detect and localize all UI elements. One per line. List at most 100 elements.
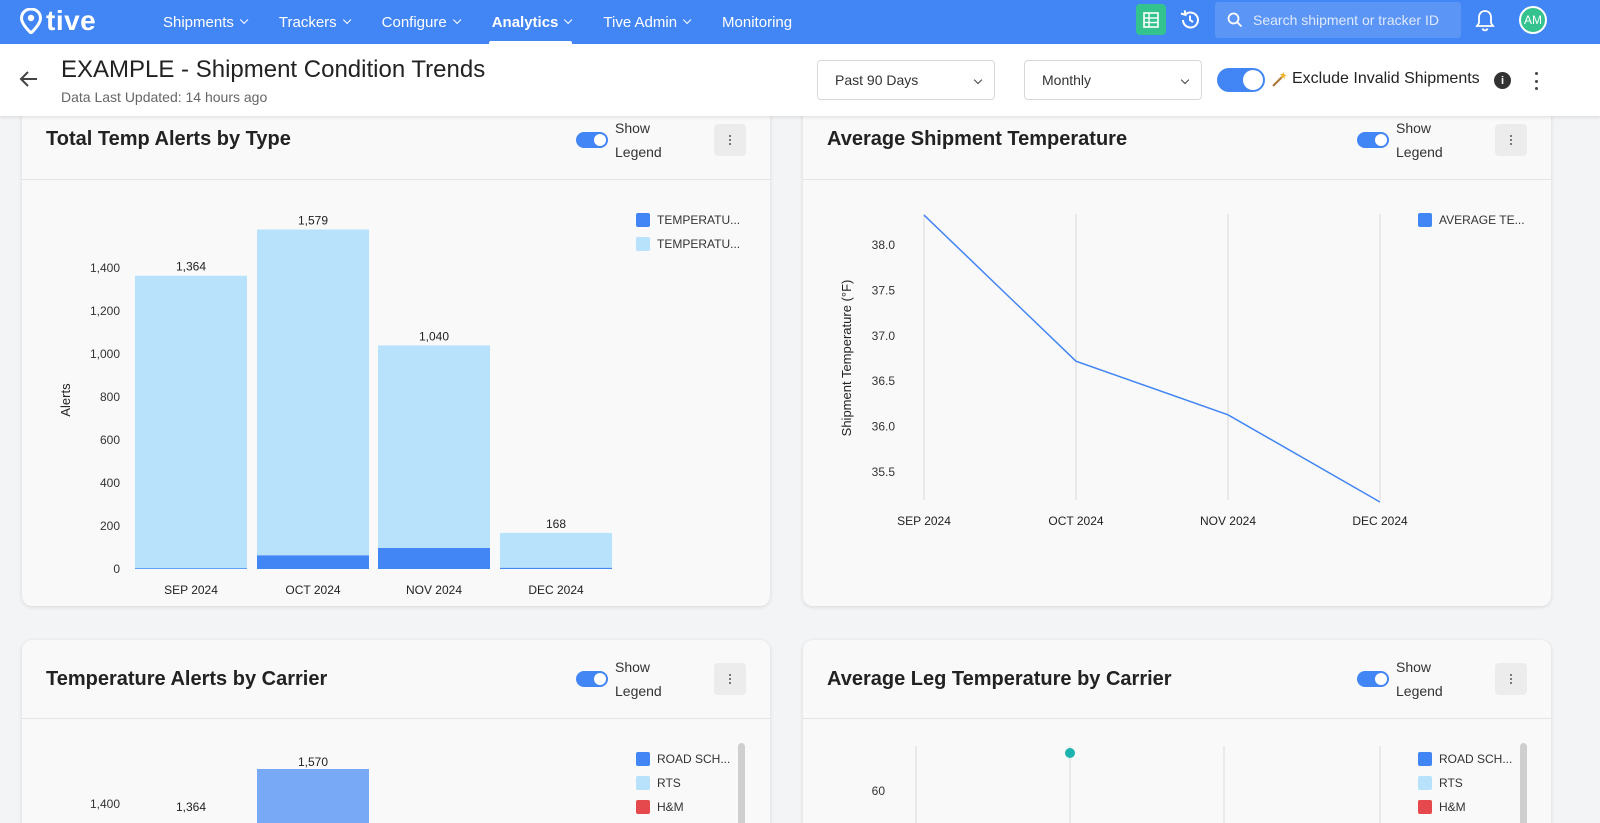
exclude-invalid-text: Exclude Invalid Shipments [1292, 70, 1480, 87]
back-arrow-icon[interactable] [18, 68, 40, 90]
exclude-invalid-toggle[interactable] [1217, 68, 1265, 92]
y-tick-label: 400 [100, 476, 120, 490]
series-line[interactable] [923, 214, 1381, 503]
date-range-select[interactable]: Past 90 Days [817, 60, 995, 100]
data-last-updated: Data Last Updated: 14 hours ago [61, 89, 268, 105]
date-range-value: Past 90 Days [835, 72, 919, 88]
bell-icon [1475, 10, 1495, 32]
bar-segment-secondary[interactable] [500, 532, 612, 568]
temp-alerts-bar-chart: 0 200 400 600 800 1,000 1,200 1,400 Alerts 1,364 S… [58, 214, 612, 597]
legend-item[interactable]: ROAD SCH... [636, 747, 730, 771]
nav-item-label: Configure [381, 13, 447, 31]
notifications-button[interactable] [1474, 8, 1498, 34]
carrier-alerts-bar-chart: 1,400 1,364 1,570 [90, 755, 369, 823]
legend-label: AVERAGE TE... [1439, 213, 1525, 227]
card-menu-button[interactable] [1495, 124, 1527, 156]
show-legend-toggle[interactable] [1357, 671, 1389, 687]
user-avatar[interactable]: AM [1519, 6, 1547, 34]
history-icon [1180, 10, 1199, 29]
x-tick-label: OCT 2024 [285, 583, 340, 597]
nav-item-analytics[interactable]: Analytics [475, 0, 587, 44]
y-tick-label: 1,400 [90, 261, 120, 275]
legend-swatch [1418, 213, 1432, 227]
chevron-down-icon [452, 15, 462, 25]
legend-label: ROAD SCH... [1439, 752, 1513, 766]
legend-item[interactable]: TEMPERATU... [636, 232, 740, 256]
legend-swatch [636, 776, 650, 790]
bar-segment-primary[interactable] [135, 568, 247, 569]
toggle-knob [1375, 673, 1387, 685]
nav-item-label: Trackers [278, 13, 337, 31]
legend-swatch [1418, 776, 1432, 790]
legend-item[interactable]: TEMPERATU... [636, 208, 740, 232]
data-point[interactable] [1065, 748, 1075, 758]
y-axis-label: Alerts [58, 383, 73, 417]
leg-temp-scatter-chart: 60 [872, 746, 1381, 823]
legend-scrollbar[interactable] [738, 743, 745, 823]
card-menu-button[interactable] [714, 124, 746, 156]
show-legend-toggle[interactable] [1357, 132, 1389, 148]
interval-select[interactable]: Monthly [1024, 60, 1202, 100]
search-box[interactable] [1215, 2, 1461, 38]
legend-scrollbar[interactable] [1520, 743, 1527, 823]
legend-label: H&M [657, 800, 684, 814]
legend-item[interactable]: H&M [1418, 795, 1512, 819]
bar-segment-primary[interactable] [500, 567, 612, 569]
bar-total-label: 1,040 [419, 329, 449, 343]
top-navigation-bar: tive Shipments Trackers Configure Analytics… [0, 0, 1600, 44]
chart-legend: TEMPERATU... TEMPERATU... [636, 208, 740, 256]
chart-legend: ROAD SCH... RTS H&M [636, 747, 730, 819]
location-pin-icon [20, 8, 42, 34]
x-tick-label: SEP 2024 [897, 514, 951, 528]
y-tick-label: 36.5 [872, 374, 896, 388]
legend-swatch [1418, 752, 1432, 766]
tive-logo[interactable]: tive [20, 6, 96, 36]
chevron-down-icon [342, 15, 352, 25]
y-tick-label: 35.5 [872, 465, 896, 479]
card-header: Average Shipment Temperature Show Legend [803, 114, 1551, 180]
search-input[interactable] [1253, 12, 1453, 28]
nav-item-monitoring[interactable]: Monitoring [705, 0, 809, 44]
nav-item-tive-admin[interactable]: Tive Admin [586, 0, 705, 44]
card-menu-button[interactable] [1495, 663, 1527, 695]
legend-label: TEMPERATU... [657, 213, 741, 227]
chevron-down-icon [564, 15, 573, 25]
nav-item-label: Monitoring [722, 13, 793, 31]
y-tick-label: 37.0 [872, 329, 896, 343]
legend-item[interactable]: ROAD SCH... [1418, 747, 1512, 771]
legend-item[interactable]: AVERAGE TE... [1418, 208, 1525, 232]
legend-label: TEMPERATU... [657, 237, 741, 251]
bar-segment[interactable] [257, 769, 369, 823]
x-tick-label: NOV 2024 [406, 583, 462, 597]
page-more-menu-icon[interactable] [1530, 72, 1542, 90]
search-icon [1227, 12, 1243, 28]
bar-segment-secondary[interactable] [257, 229, 369, 556]
card-title: Total Temp Alerts by Type [46, 128, 291, 150]
card-menu-button[interactable] [714, 663, 746, 695]
legend-item[interactable]: H&M [636, 795, 730, 819]
y-tick-label: 36.0 [872, 420, 896, 434]
show-legend-toggle[interactable] [576, 132, 608, 148]
bar-total-label: 1,579 [298, 214, 328, 228]
nav-item-trackers[interactable]: Trackers [262, 0, 365, 44]
legend-item[interactable]: RTS [636, 771, 730, 795]
nav-item-shipments[interactable]: Shipments [146, 0, 262, 44]
nav-item-configure[interactable]: Configure [365, 0, 475, 44]
bar-segment-primary[interactable] [257, 555, 369, 569]
show-legend-toggle[interactable] [576, 671, 608, 687]
bar-segment-primary[interactable] [378, 547, 490, 569]
legend-item[interactable]: RTS [1418, 771, 1512, 795]
bar-total-label: 1,364 [176, 260, 206, 274]
logo-text: tive [46, 5, 97, 36]
bar-total-label: 1,364 [176, 800, 206, 814]
spreadsheet-export-button[interactable] [1136, 4, 1166, 35]
history-button[interactable] [1176, 6, 1204, 34]
bar-segment-secondary[interactable] [378, 345, 490, 548]
chevron-down-icon [682, 15, 692, 25]
bar-total-label: 1,570 [298, 755, 328, 769]
y-tick-label: 60 [872, 784, 886, 798]
bar-segment-secondary[interactable] [135, 275, 247, 569]
info-icon[interactable]: i [1494, 72, 1511, 89]
page-title: EXAMPLE - Shipment Condition Trends [61, 56, 486, 83]
x-tick-label: SEP 2024 [164, 583, 218, 597]
